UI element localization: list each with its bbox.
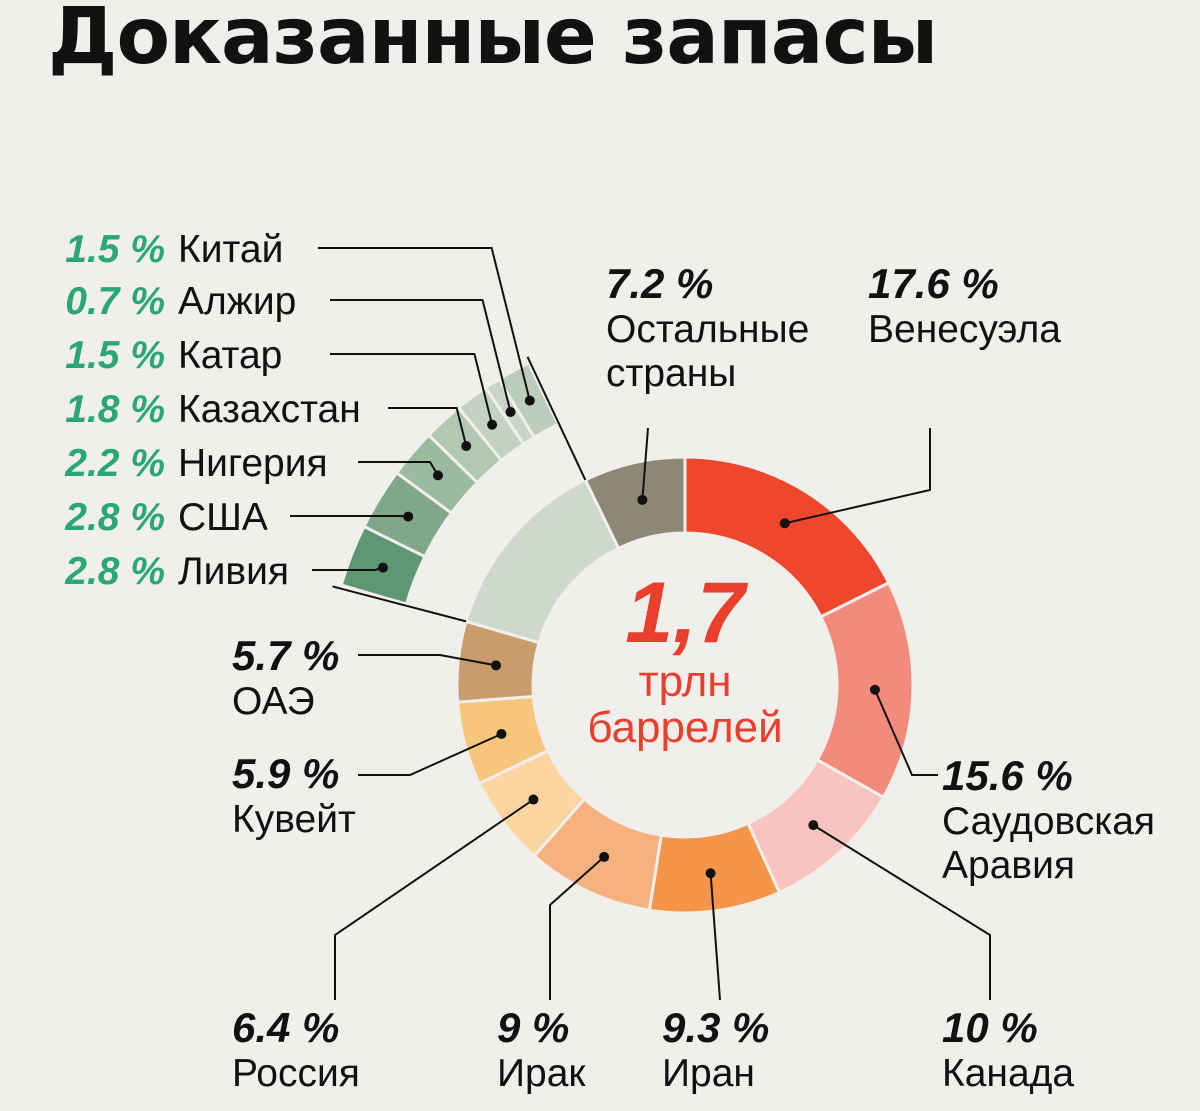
zoom-line-start xyxy=(332,585,467,623)
pct-label-algeria: 0.7 % xyxy=(65,280,165,323)
label-uae-leader-dot xyxy=(491,660,502,671)
pct-label-libya: 2.8 % xyxy=(64,550,165,593)
label-usa-leader-dot xyxy=(403,511,414,522)
label-kuwait-leader-dot xyxy=(496,728,507,739)
label-algeria-leader-dot xyxy=(505,406,516,417)
pct-label-iraq: 9 % xyxy=(497,1004,569,1051)
page-title: Доказанные запасы xyxy=(48,0,938,82)
pct-label-qatar: 1.5 % xyxy=(65,334,165,377)
pct-label-usa: 2.8 % xyxy=(64,496,165,539)
label-algeria-leader-line xyxy=(330,299,512,413)
name-label-rest-of-world-line-1: Остальные xyxy=(606,308,809,351)
name-label-algeria: Алжир xyxy=(178,280,296,323)
label-venezuela-leader-dot xyxy=(779,518,790,529)
label-uae-leader-line xyxy=(358,654,497,667)
label-venezuela-leader-line xyxy=(784,428,931,525)
pct-label-china: 1.5 % xyxy=(65,228,165,271)
slice-rest-of-world xyxy=(583,455,687,551)
label-saudi-arabia-leader-dot xyxy=(869,684,880,695)
label-saudi-arabia-leader-line xyxy=(874,689,938,776)
name-label-rest-of-world-line-2: страны xyxy=(606,352,736,395)
name-label-canada: Канада xyxy=(942,1052,1074,1095)
pct-label-kuwait: 5.9 % xyxy=(232,750,339,797)
label-china-leader-line xyxy=(318,247,531,401)
name-label-kuwait: Кувейт xyxy=(232,798,356,841)
slice-saudi-arabia xyxy=(815,580,915,800)
zoom-line-end xyxy=(526,356,587,481)
name-label-china: Китай xyxy=(178,228,283,271)
label-russia-leader-dot xyxy=(528,794,539,805)
label-usa-leader-line xyxy=(290,515,409,518)
label-iraq-leader-line xyxy=(549,856,605,1000)
label-iran-leader-dot xyxy=(705,868,716,879)
label-qatar-leader-line xyxy=(330,353,494,425)
label-rest-of-world-leader-line xyxy=(641,427,649,500)
label-libya-leader-dot xyxy=(378,562,389,573)
label-china-leader-dot xyxy=(524,395,535,406)
name-label-qatar: Катар xyxy=(178,334,282,377)
name-label-libya: Ливия xyxy=(178,550,289,593)
label-canada-leader-dot xyxy=(808,820,819,831)
pct-label-canada: 10 % xyxy=(942,1004,1038,1051)
pct-label-russia: 6.4 % xyxy=(232,1004,339,1051)
name-label-uae: ОАЭ xyxy=(232,680,315,723)
pct-label-kazakhstan: 1.8 % xyxy=(65,388,165,431)
pct-label-venezuela: 17.6 % xyxy=(868,260,999,307)
label-iraq-leader-dot xyxy=(599,851,610,862)
pct-label-saudi-arabia: 15.6 % xyxy=(942,752,1073,799)
pct-label-rest-of-world: 7.2 % xyxy=(606,260,713,307)
label-rest-of-world-leader-dot xyxy=(637,494,648,505)
name-label-iraq: Ирак xyxy=(497,1052,586,1095)
name-label-saudi-arabia-line-1: Саудовская xyxy=(942,800,1155,843)
pct-label-nigeria: 2.2 % xyxy=(64,442,165,485)
label-nigeria-leader-line xyxy=(358,461,439,476)
pct-label-iran: 9.3 % xyxy=(662,1004,769,1051)
center-unit-line-2: баррелей xyxy=(587,703,782,752)
label-nigeria-leader-dot xyxy=(432,470,443,481)
label-qatar-leader-dot xyxy=(487,419,498,430)
name-label-venezuela: Венесуэла xyxy=(868,308,1061,351)
name-label-russia: Россия xyxy=(232,1052,360,1095)
center-total-value: 1,7 xyxy=(625,565,749,661)
name-label-kazakhstan: Казахстан xyxy=(178,388,361,431)
label-iran-leader-line xyxy=(709,873,721,1001)
pct-label-uae: 5.7 % xyxy=(232,632,339,679)
label-kazakhstan-leader-line xyxy=(388,407,468,447)
label-kazakhstan-leader-dot xyxy=(461,441,472,452)
center-unit-line-1: трлн xyxy=(638,657,731,706)
label-russia-leader-line xyxy=(334,798,534,1000)
label-kuwait-leader-line xyxy=(358,733,502,776)
name-label-saudi-arabia-line-2: Аравия xyxy=(942,844,1075,887)
label-canada-leader-line xyxy=(812,824,991,1000)
name-label-iran: Иран xyxy=(662,1052,755,1095)
name-label-usa: США xyxy=(178,496,268,539)
name-label-nigeria: Нигерия xyxy=(178,442,328,485)
